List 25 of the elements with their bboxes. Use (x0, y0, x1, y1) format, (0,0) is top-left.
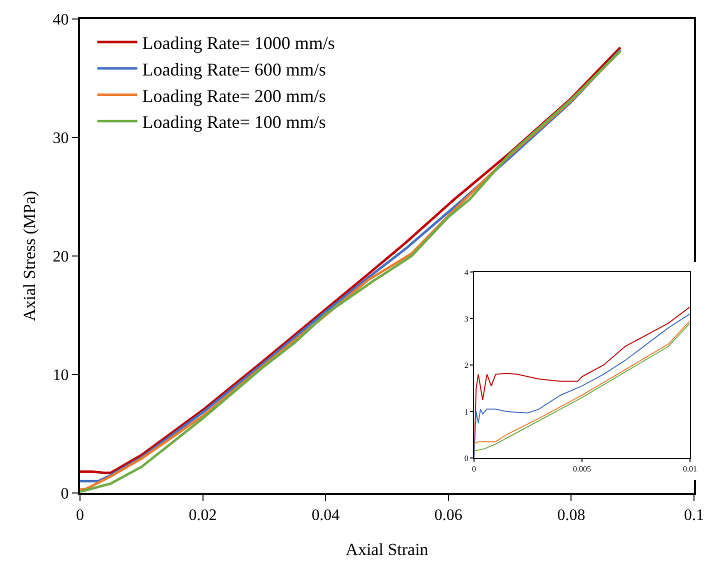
y-tick-label: 1 (464, 407, 468, 416)
y-tick-label: 40 (52, 12, 69, 29)
legend-label: Loading Rate= 200 mm/s (142, 86, 326, 106)
y-tick-label: 4 (464, 268, 468, 277)
legend-label: Loading Rate= 600 mm/s (142, 59, 326, 80)
x-tick-label: 0.005 (573, 464, 591, 474)
x-tick-label: 0.02 (188, 507, 217, 524)
x-tick-label: 0 (472, 464, 476, 474)
y-tick-label: 10 (52, 367, 69, 384)
y-axis-title: Axial Stress (MPa) (20, 190, 39, 322)
y-tick-label: 0 (464, 454, 468, 463)
x-tick-label: 0 (76, 507, 84, 524)
x-tick-label: 0.01 (683, 464, 697, 474)
legend-label: Loading Rate= 1000 mm/s (142, 32, 335, 53)
x-tick-label: 0.1 (684, 507, 704, 524)
y-tick-label: 0 (60, 486, 69, 503)
legend-label: Loading Rate= 100 mm/s (142, 112, 326, 132)
y-tick-label: 3 (464, 314, 468, 324)
x-tick-label: 0.04 (312, 507, 340, 524)
y-tick-label: 20 (52, 248, 69, 266)
x-tick-label: 0.06 (434, 507, 462, 524)
y-tick-label: 2 (464, 360, 468, 370)
x-axis-title: Axial Strain (346, 540, 429, 559)
x-tick-label: 0.08 (557, 507, 586, 524)
y-tick-label: 30 (52, 130, 69, 148)
